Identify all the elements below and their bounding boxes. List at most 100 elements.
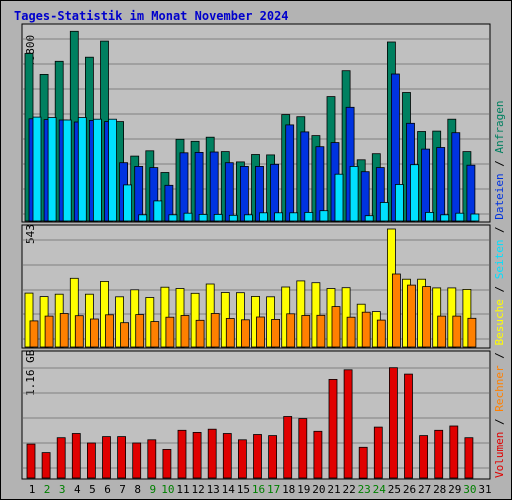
- x-label-day-27: 27: [418, 483, 431, 496]
- series-legend: Volumen / Rechner / Besuche / Seiten / D…: [493, 100, 506, 478]
- x-label-day-2: 2: [44, 483, 51, 496]
- bar-volumen-day-3: [56, 437, 66, 479]
- bar-rechner-day-3: [59, 313, 69, 348]
- bar-seiten-day-29: [455, 212, 465, 222]
- bar-volumen-day-21: [328, 378, 338, 479]
- bar-seiten-day-19: [304, 211, 314, 222]
- bar-besuche-day-7: [115, 296, 124, 348]
- x-label-day-16: 16: [252, 483, 265, 496]
- x-label-day-21: 21: [327, 483, 340, 496]
- bar-rechner-day-5: [90, 318, 99, 348]
- bar-seiten-day-8: [138, 214, 148, 222]
- bar-seiten-day-28: [440, 214, 450, 222]
- bar-volumen-day-14: [222, 433, 232, 479]
- x-label-day-8: 8: [134, 483, 141, 496]
- x-label-day-18: 18: [282, 483, 295, 496]
- bar-volumen-day-25: [388, 367, 398, 479]
- bar-seiten-day-22: [349, 165, 359, 222]
- x-label-day-22: 22: [342, 483, 355, 496]
- bar-besuche-day-6: [100, 280, 109, 348]
- legend-anfragen: Anfragen: [493, 100, 506, 160]
- legend-separator: /: [493, 286, 506, 299]
- bar-rechner-day-2: [44, 315, 54, 348]
- bar-seiten-day-7: [123, 184, 132, 222]
- bar-besuche-day-1: [24, 292, 34, 348]
- bar-besuche-day-20: [311, 282, 321, 348]
- bar-rechner-day-22: [346, 316, 356, 348]
- bar-volumen-day-23: [358, 446, 368, 479]
- x-label-day-29: 29: [448, 483, 461, 496]
- bar-volumen-day-22: [343, 369, 353, 479]
- bar-dateien-day-11: [179, 152, 189, 222]
- bar-seiten-day-2: [47, 117, 57, 222]
- bar-seiten-day-15: [243, 214, 253, 222]
- legend-separator: /: [493, 160, 506, 173]
- x-label-day-20: 20: [312, 483, 325, 496]
- x-label-day-14: 14: [222, 483, 236, 496]
- bar-rechner-day-17: [271, 318, 281, 348]
- bar-seiten-day-18: [289, 212, 299, 222]
- bar-volumen-day-19: [298, 418, 308, 479]
- bar-rechner-day-15: [240, 319, 250, 348]
- legend-volumen: Volumen: [493, 432, 506, 478]
- bar-seiten-day-6: [108, 118, 117, 222]
- bar-rechner-day-11: [180, 315, 190, 348]
- bar-volumen-day-16: [253, 434, 262, 479]
- bar-seiten-day-1: [32, 116, 42, 222]
- bar-seiten-day-25: [394, 184, 404, 222]
- visits-ymax-label: 543: [24, 224, 37, 244]
- bar-dateien-day-8: [134, 165, 144, 222]
- bar-rechner-day-6: [105, 314, 114, 348]
- bar-volumen-day-6: [102, 436, 111, 479]
- x-label-day-15: 15: [237, 483, 250, 496]
- bar-rechner-day-21: [331, 306, 341, 348]
- x-label-day-13: 13: [207, 483, 220, 496]
- bar-seiten-day-24: [379, 202, 389, 222]
- bar-dateien-day-19: [300, 131, 310, 222]
- bar-rechner-day-19: [301, 315, 311, 348]
- x-label-day-19: 19: [297, 483, 310, 496]
- bar-seiten-day-17: [274, 212, 284, 222]
- bar-seiten-day-3: [62, 119, 72, 222]
- bar-dateien-day-12: [194, 151, 204, 222]
- legend-dateien: Dateien: [493, 173, 506, 226]
- bar-rechner-day-24: [376, 319, 386, 348]
- bar-dateien-day-29: [451, 132, 461, 222]
- bar-volumen-day-30: [464, 437, 474, 479]
- bar-dateien-day-27: [421, 148, 431, 222]
- bar-rechner-day-4: [74, 315, 84, 348]
- x-label-day-23: 23: [358, 483, 371, 496]
- bar-seiten-day-23: [364, 215, 374, 222]
- bar-rechner-day-18: [286, 313, 296, 348]
- bar-seiten-day-26: [410, 164, 419, 222]
- x-label-day-4: 4: [74, 483, 81, 496]
- bar-rechner-day-30: [467, 317, 477, 348]
- legend-separator: /: [493, 418, 506, 431]
- bar-volumen-day-12: [192, 431, 202, 479]
- bar-seiten-day-12: [198, 213, 208, 222]
- bar-rechner-day-12: [195, 319, 205, 348]
- legend-seiten: Seiten: [493, 240, 506, 286]
- bar-volumen-day-20: [313, 430, 323, 479]
- bar-volumen-day-2: [41, 452, 51, 479]
- bar-dateien-day-23: [360, 171, 370, 222]
- x-label-day-7: 7: [119, 483, 126, 496]
- bar-rechner-day-16: [256, 316, 265, 348]
- bar-volumen-day-5: [87, 442, 96, 479]
- volume-ymax-label: 1.16 GB: [24, 349, 37, 396]
- bar-volumen-day-28: [434, 429, 444, 479]
- bar-rechner-day-28: [437, 315, 447, 348]
- bar-dateien-day-13: [209, 151, 219, 222]
- bar-rechner-day-23: [361, 311, 371, 348]
- bar-rechner-day-1: [29, 320, 39, 348]
- bar-seiten-day-21: [334, 173, 344, 222]
- bar-rechner-day-14: [225, 318, 235, 348]
- bar-seiten-day-4: [77, 117, 87, 222]
- bar-volumen-day-10: [162, 448, 172, 479]
- bar-seiten-day-27: [425, 211, 435, 222]
- bar-rechner-day-9: [150, 321, 160, 348]
- legend-rechner: Rechner: [493, 365, 506, 418]
- x-label-day-11: 11: [176, 483, 189, 496]
- bar-volumen-day-7: [117, 436, 126, 479]
